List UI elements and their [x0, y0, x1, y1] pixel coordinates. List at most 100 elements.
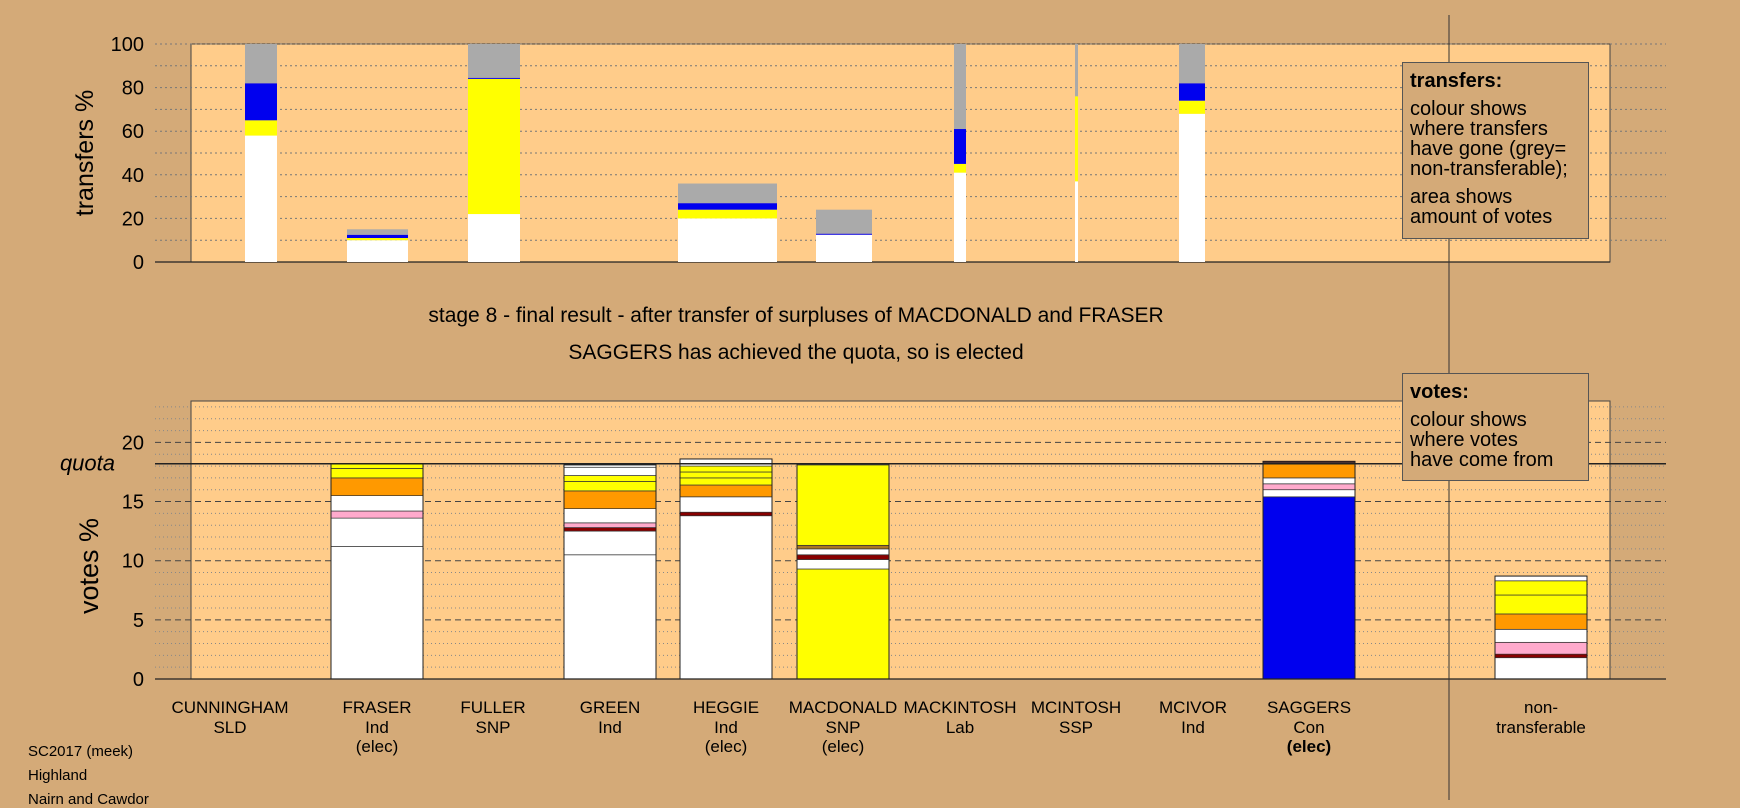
vote-bar-segment [796, 548, 890, 556]
transfer-bar-segment [468, 214, 520, 262]
candidate-name-label: CUNNINGHAM [171, 698, 288, 717]
transfer-bar-segment [954, 172, 966, 262]
transfer-bar-segment [678, 203, 777, 210]
transfer-bar-segment [678, 183, 777, 204]
vote-bar-segment [563, 466, 657, 476]
transfer-bar-segment [347, 234, 408, 239]
candidate-name-label: MCINTOSH [1031, 698, 1121, 717]
vote-bar-segment [796, 559, 890, 570]
votes-ylabel: votes % [74, 518, 104, 614]
vote-bar-segment [796, 554, 890, 560]
vote-bar-segment [1494, 657, 1588, 680]
vote-bar-segment [1262, 496, 1356, 680]
vote-bar-segment [796, 464, 890, 546]
vote-bar-segment [679, 458, 773, 467]
transfer-bar-segment [245, 135, 277, 262]
vote-bar-segment [330, 546, 424, 680]
vote-bar-segment [1262, 483, 1356, 491]
transfers-ytick-label: 20 [122, 208, 144, 230]
transfer-bar-segment [468, 77, 520, 79]
candidate-name-label: HEGGIE [693, 698, 759, 717]
vote-bar-segment [679, 465, 773, 473]
vote-bar-segment [1494, 613, 1588, 630]
transfer-bar-segment [468, 44, 520, 78]
transfers-legend-box: transfers: colour shows where transfers … [1402, 62, 1589, 239]
candidate-party-label: SNP [476, 718, 511, 737]
footer-line: Highland [28, 767, 88, 784]
vote-bar-segment [330, 477, 424, 496]
vote-bar-segment [679, 477, 773, 486]
candidate-party-label: Con [1293, 718, 1324, 737]
candidate-party-label: transferable [1496, 718, 1586, 737]
transfer-bar-segment [1179, 83, 1205, 101]
transfer-bar-segment [468, 78, 520, 215]
transfer-bar-segment [1179, 113, 1205, 262]
vote-bar-segment [563, 527, 657, 532]
vote-bar-segment [796, 544, 890, 550]
candidate-name-label: MCIVOR [1159, 698, 1227, 717]
candidate-name-label: SAGGERS [1267, 698, 1351, 717]
vote-bar-segment [1494, 594, 1588, 615]
transfer-bar-segment [1179, 44, 1205, 84]
footer-line: SC2017 (meek) [28, 743, 134, 760]
transfer-bar-segment [347, 238, 408, 241]
candidate-party-label: SLD [213, 718, 246, 737]
transfer-bar-segment [245, 44, 277, 84]
candidate-party-label: SSP [1059, 718, 1093, 737]
candidate-party-label: SNP [826, 718, 861, 737]
candidate-name-label: GREEN [580, 698, 640, 717]
transfers-ytick-label: 0 [133, 252, 144, 274]
vote-bar-segment [1494, 580, 1588, 596]
transfers-legend-title: transfers: [1410, 70, 1503, 92]
transfer-bar-segment [1075, 181, 1078, 262]
candidate-name-label: FULLER [460, 698, 525, 717]
candidate-status-label: (elec) [705, 737, 748, 756]
candidate-name-label: FRASER [343, 698, 412, 717]
vote-bar-segment [563, 481, 657, 492]
transfers-ytick-label: 80 [122, 78, 144, 100]
vote-bar-segment [1494, 641, 1588, 655]
votes-ytick-label: 0 [133, 669, 144, 691]
transfers-ytick-label: 60 [122, 121, 144, 143]
transfer-bar-segment [245, 120, 277, 136]
vote-bar-segment [563, 522, 657, 528]
candidate-status-label: (elec) [822, 737, 865, 756]
transfer-bar-segment [954, 163, 966, 173]
votes-legend-line: have come from [1410, 449, 1554, 471]
transfers-legend-line: non-transferable); [1410, 158, 1568, 180]
votes-ytick-label: 5 [133, 610, 144, 632]
vote-bar-segment [330, 495, 424, 512]
vote-bar-segment [679, 511, 773, 517]
votes-plot-area [190, 400, 1611, 680]
vote-bar-segment [679, 484, 773, 498]
vote-bar-segment [563, 554, 657, 680]
transfer-bar-segment [245, 83, 277, 121]
candidate-party-label: Lab [946, 718, 974, 737]
votes-legend-title: votes: [1410, 381, 1469, 403]
transfers-ylabel: transfers % [71, 90, 99, 216]
candidate-party-label: Ind [1181, 718, 1205, 737]
candidate-name-label: non- [1524, 698, 1558, 717]
vote-bar-segment [679, 515, 773, 680]
vote-bar-segment [1494, 653, 1588, 659]
vote-bar-segment [330, 517, 424, 547]
vote-bar-segment [679, 496, 773, 513]
transfers-ytick-label: 40 [122, 165, 144, 187]
vote-bar-segment [563, 475, 657, 482]
transfer-bar-segment [816, 234, 872, 262]
vote-bar-segment [679, 471, 773, 479]
transfer-bar-segment [678, 218, 777, 262]
vote-bar-segment [563, 508, 657, 524]
vote-bar-segment [1262, 463, 1356, 479]
vote-bar-segment [563, 490, 657, 510]
transfer-bar-segment [347, 229, 408, 235]
candidate-name-label: MACKINTOSH [903, 698, 1016, 717]
vote-bar-segment [563, 530, 657, 556]
transfer-bar-segment [954, 129, 966, 164]
transfer-bar-segment [816, 209, 872, 234]
votes-legend-line: colour shows [1410, 409, 1527, 431]
transfers-legend-line: have gone (grey= [1410, 138, 1567, 160]
vote-bar-segment [1262, 477, 1356, 485]
